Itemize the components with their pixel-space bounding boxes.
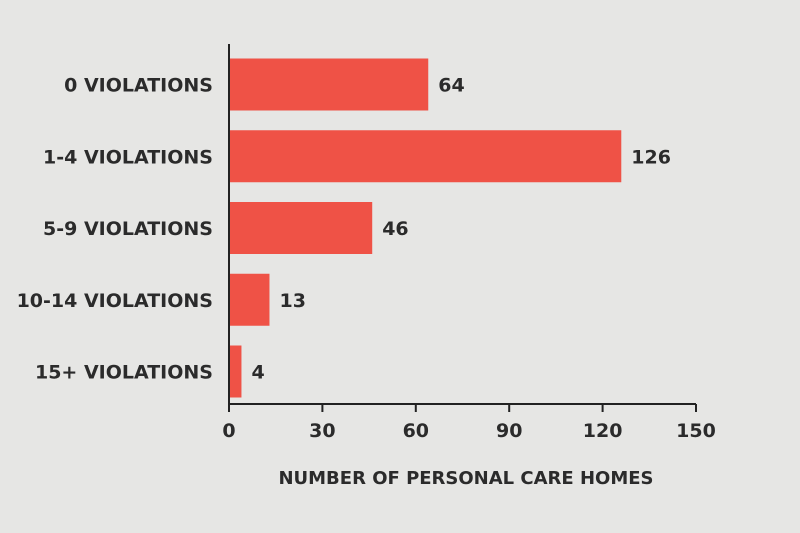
x-tick-label: 150 — [676, 420, 716, 442]
category-label: 5-9 VIOLATIONS — [43, 218, 213, 240]
category-label: 0 VIOLATIONS — [64, 75, 213, 97]
category-label: 10-14 VIOLATIONS — [17, 290, 213, 312]
x-tick-label: 60 — [403, 420, 429, 442]
x-tick-label: 120 — [583, 420, 623, 442]
data-label: 126 — [631, 146, 671, 168]
value-labels-group: 64 126 46 13 4 — [251, 75, 670, 384]
bar — [229, 202, 373, 254]
data-label: 64 — [438, 75, 464, 97]
x-ticks-group: 0 30 60 90 120 150 — [222, 404, 716, 442]
data-label: 13 — [279, 290, 305, 312]
bar — [229, 345, 242, 398]
bar — [229, 58, 429, 111]
x-tick-label: 90 — [496, 420, 522, 442]
category-label: 15+ VIOLATIONS — [35, 362, 213, 384]
category-label: 1-4 VIOLATIONS — [43, 146, 213, 168]
bar — [229, 273, 270, 326]
data-label: 46 — [382, 218, 408, 240]
x-tick-label: 0 — [222, 420, 235, 442]
data-label: 4 — [251, 362, 264, 384]
bars-group — [229, 58, 622, 398]
category-labels-group: 0 VIOLATIONS 1-4 VIOLATIONS 5-9 VIOLATIONS… — [17, 75, 213, 384]
bar — [229, 130, 622, 183]
x-axis-title: NUMBER OF PERSONAL CARE HOMES — [278, 468, 653, 489]
x-tick-label: 30 — [309, 420, 335, 442]
